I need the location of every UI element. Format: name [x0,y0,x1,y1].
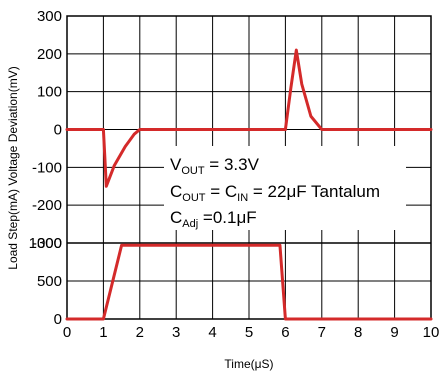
x-axis-label: Time(μS) [224,357,273,371]
annotation-line: COUT = CIN = 22μF Tantalum [170,182,380,204]
x-tick-label: 0 [63,324,71,341]
y-tick-label: 0 [54,311,62,328]
x-tick-label: 3 [172,324,180,341]
grid [66,15,432,320]
tick-labels: 0 1 2 3 4 5 6 7 8 9 103002001000-100-200-300100050… [29,8,440,341]
x-tick-label: 8 [354,324,362,341]
series [65,48,433,321]
annotation-subscript: Adj [182,218,198,230]
series-line-voltage-deviation [65,48,433,188]
y-tick-label: 100 [37,84,62,101]
x-tick-label: 10 [423,324,440,341]
y-tick-label: -300 [32,235,62,252]
y-tick-label: 200 [37,46,62,63]
y-tick-label: -200 [32,197,62,214]
y-tick-label: -100 [32,159,62,176]
annotation-box [164,146,406,230]
y-tick-label: 300 [37,8,62,25]
annotation-subscript: OUT [182,192,206,204]
annotation-text: C [170,208,182,227]
annotation-line: VOUT = 3.3V [170,155,260,177]
x-tick-label: 7 [318,324,326,341]
y-tick-label: 0 [54,122,62,139]
x-tick-label: 5 [245,324,253,341]
x-tick-label: 6 [281,324,289,341]
y-axis-label: Load Step(mA) Voltage Deviation(mV) [6,66,20,269]
annotation-subscript: IN [237,192,248,204]
annotation-text: = 3.3V [205,155,260,174]
annotation-text: = 22μF Tantalum [248,182,380,201]
series-line-load-step [65,243,433,321]
x-tick-label: 9 [390,324,398,341]
plot-frame [66,15,432,320]
y-tick-label: 500 [37,273,62,290]
annotation-line: CAdj =0.1μF [170,208,257,230]
annotation-text: V [170,155,182,174]
x-tick-label: 4 [208,324,216,341]
y-tick-label: 1000 [29,235,62,252]
annotation-text: C [170,182,182,201]
x-tick-label: 1 [99,324,107,341]
annotation-subscript: OUT [181,165,205,177]
x-tick-label: 2 [136,324,144,341]
annotation-text: =0.1μF [198,208,256,227]
annotation-text: = C [206,182,238,201]
